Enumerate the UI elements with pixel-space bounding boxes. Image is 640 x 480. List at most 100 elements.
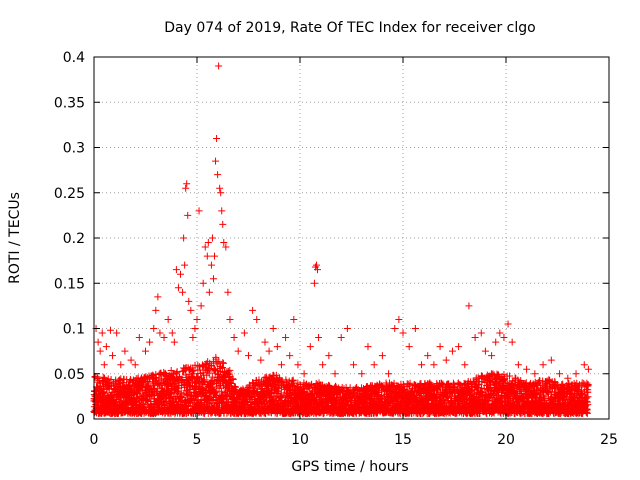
data-point bbox=[545, 377, 553, 385]
data-point bbox=[391, 325, 399, 332]
data-point bbox=[209, 275, 217, 283]
data-point bbox=[216, 184, 224, 192]
data-point bbox=[438, 379, 446, 387]
data-point bbox=[418, 361, 426, 369]
data-point bbox=[96, 347, 104, 355]
data-point bbox=[405, 343, 413, 351]
x-tick-label: 5 bbox=[193, 432, 202, 448]
data-point bbox=[189, 367, 197, 375]
data-point bbox=[98, 329, 106, 337]
data-point bbox=[199, 378, 207, 386]
data-point bbox=[277, 361, 285, 369]
data-point bbox=[509, 384, 517, 392]
data-point bbox=[492, 338, 500, 346]
data-point bbox=[218, 207, 226, 215]
data-point bbox=[331, 370, 339, 378]
data-point bbox=[217, 189, 225, 197]
data-point bbox=[395, 315, 403, 323]
y-tick-label: 0.2 bbox=[63, 231, 85, 247]
data-point bbox=[531, 370, 539, 378]
data-point bbox=[319, 361, 327, 369]
data-point bbox=[187, 306, 195, 314]
data-point bbox=[179, 379, 187, 387]
data-point bbox=[580, 361, 588, 369]
y-tick-label: 0.25 bbox=[54, 186, 85, 202]
data-point bbox=[310, 279, 318, 287]
data-point bbox=[109, 352, 117, 360]
data-point bbox=[556, 370, 564, 378]
data-point bbox=[290, 315, 298, 323]
data-point bbox=[127, 356, 135, 364]
data-point bbox=[164, 315, 172, 323]
data-point bbox=[385, 370, 393, 378]
data-point bbox=[244, 387, 252, 395]
data-point bbox=[104, 375, 112, 383]
data-point bbox=[378, 352, 386, 360]
data-point bbox=[572, 370, 580, 378]
data-point bbox=[174, 284, 182, 292]
data-point bbox=[211, 252, 219, 260]
data-point bbox=[207, 361, 215, 369]
data-point bbox=[465, 302, 473, 310]
data-point bbox=[121, 347, 129, 355]
x-tick-label: 20 bbox=[497, 432, 515, 448]
data-point bbox=[455, 343, 463, 351]
data-point bbox=[146, 338, 154, 346]
data-point bbox=[91, 392, 99, 400]
data-point bbox=[160, 379, 168, 387]
data-point bbox=[523, 365, 531, 373]
data-point bbox=[282, 334, 290, 342]
data-point bbox=[399, 329, 407, 337]
data-point bbox=[166, 389, 174, 397]
data-point bbox=[207, 261, 215, 269]
data-point bbox=[583, 394, 591, 402]
data-point bbox=[208, 234, 216, 242]
data-point bbox=[234, 347, 242, 355]
data-point bbox=[133, 398, 141, 406]
y-tick-label: 0 bbox=[76, 412, 85, 428]
data-point bbox=[135, 334, 143, 342]
data-point bbox=[253, 315, 261, 323]
data-point bbox=[212, 157, 220, 165]
data-point bbox=[230, 334, 238, 342]
data-point bbox=[170, 338, 178, 346]
data-point bbox=[240, 329, 248, 337]
data-point bbox=[481, 347, 489, 355]
x-axis-ticks: 0 5 10 15 20 25 bbox=[90, 57, 618, 448]
data-point bbox=[134, 387, 142, 395]
data-point bbox=[160, 334, 168, 342]
data-point bbox=[306, 382, 314, 390]
data-point bbox=[191, 325, 199, 332]
data-point bbox=[131, 361, 139, 369]
data-point bbox=[155, 370, 163, 378]
y-tick-label: 0.4 bbox=[63, 50, 85, 66]
data-point bbox=[180, 234, 188, 242]
data-point bbox=[197, 403, 205, 411]
data-point bbox=[442, 356, 450, 364]
data-point bbox=[533, 390, 541, 398]
data-point bbox=[181, 261, 189, 269]
data-point bbox=[337, 334, 345, 342]
data-point bbox=[215, 357, 223, 365]
data-point bbox=[547, 356, 555, 364]
data-point bbox=[430, 361, 438, 369]
data-point bbox=[201, 243, 209, 251]
data-point bbox=[195, 207, 203, 215]
data-point bbox=[224, 288, 232, 296]
data-point bbox=[245, 352, 252, 360]
data-point bbox=[113, 329, 121, 337]
data-point bbox=[183, 180, 191, 188]
data-point bbox=[126, 384, 134, 392]
data-point bbox=[269, 325, 277, 332]
data-point bbox=[266, 389, 274, 397]
data-point bbox=[106, 326, 114, 334]
data-point bbox=[350, 361, 358, 369]
data-point bbox=[117, 361, 125, 369]
data-point bbox=[448, 347, 456, 355]
data-point bbox=[315, 334, 323, 342]
data-point bbox=[364, 343, 372, 351]
data-point bbox=[411, 325, 419, 332]
data-point bbox=[213, 134, 221, 142]
data-point bbox=[106, 382, 114, 390]
y-tick-label: 0.15 bbox=[54, 276, 85, 292]
